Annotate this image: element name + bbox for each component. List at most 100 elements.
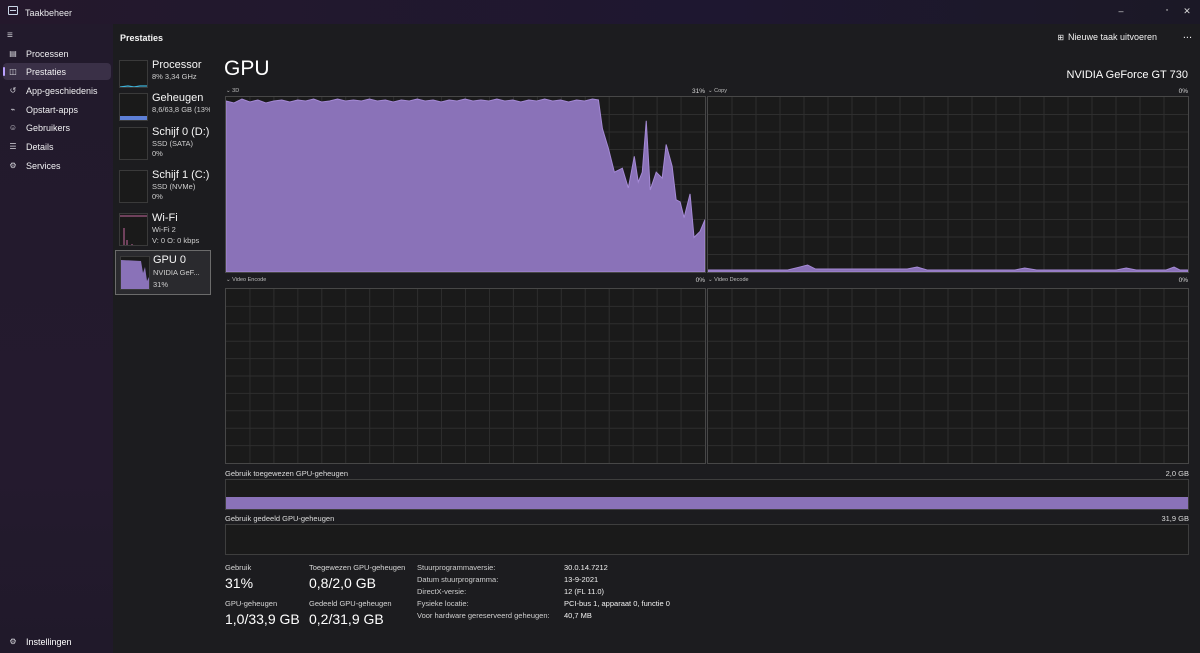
sidebar-item-details[interactable]: ☰ Details (3, 138, 111, 155)
device-name: GPU 0 (153, 254, 187, 266)
services-icon: ⚙ (9, 161, 17, 170)
sidebar-item-label: Details (26, 141, 54, 152)
close-button[interactable]: ✕ (1183, 6, 1191, 16)
memory-fill (120, 116, 147, 120)
processor-thumbnail (119, 60, 148, 88)
graph-video-decode (707, 288, 1189, 464)
engine-pct-video-decode: 0% (1178, 277, 1188, 284)
device-detail: NVIDIA GeF... (153, 268, 200, 277)
processes-icon: ▤ (9, 49, 17, 58)
assigned-memory-value: 0,8/2,0 GB (309, 575, 376, 591)
disk1-thumbnail (119, 170, 148, 203)
gpu-thumbnail (120, 256, 150, 290)
sidebar-item-processen[interactable]: ▤ Processen (3, 45, 111, 62)
engine-label-3d: ⌄ 3D (226, 88, 240, 94)
sidebar-item-label: Gebruikers (26, 122, 71, 133)
more-options-button[interactable]: ... (1182, 29, 1192, 41)
device-name: Geheugen (152, 92, 204, 104)
device-gpu-0[interactable]: GPU 0 NVIDIA GeF... 31% (115, 250, 211, 295)
shared-gpu-memory-label: Gedeeld GPU-geheugen (309, 599, 392, 608)
new-task-icon: ⊞ (1057, 32, 1064, 42)
sidebar-item-services[interactable]: ⚙ Services (3, 157, 111, 174)
device-detail: SSD (SATA) (152, 139, 193, 148)
wifi-sparkline (120, 215, 147, 245)
engine-label-video-decode: ⌄ Video Decode (708, 277, 749, 283)
info-value-driver-version: 30.0.14.7212 (564, 563, 608, 572)
device-detail-2: V: 0 O: 0 kbps (152, 236, 200, 245)
info-key-driver-version: Stuurprogrammaversie: (417, 563, 496, 572)
processor-sparkline (120, 85, 147, 87)
sidebar-item-label: Instellingen (26, 636, 72, 647)
info-key-physical-location: Fysieke locatie: (417, 599, 469, 608)
device-detail: 8,6/63,8 GB (13%) (152, 105, 210, 114)
device-detail-2: 31% (153, 280, 169, 289)
memory-thumbnail (119, 93, 148, 121)
sidebar-item-gebruikers[interactable]: ☺ Gebruikers (3, 119, 111, 136)
gear-icon: ⚙ (9, 637, 17, 646)
info-value-physical-location: PCI-bus 1, apparaat 0, functie 0 (564, 599, 670, 608)
device-schijf-0[interactable]: Schijf 0 (D:) SSD (SATA) 0% (115, 123, 211, 168)
new-task-label: Nieuwe taak uitvoeren (1067, 32, 1157, 42)
dedicated-memory-max: 2,0 GB (1165, 469, 1189, 478)
dedicated-memory-fill (226, 497, 1188, 509)
assigned-memory-label: Toegewezen GPU-geheugen (309, 563, 406, 572)
engine-pct-copy: 0% (1178, 88, 1188, 95)
minimize-button[interactable]: – (1118, 6, 1124, 16)
shared-memory-label: Gebruik gedeeld GPU-geheugen (225, 514, 335, 523)
new-task-button[interactable]: ⊞ Nieuwe taak uitvoeren (1057, 32, 1157, 42)
device-geheugen[interactable]: Geheugen 8,6/63,8 GB (13%) (115, 89, 211, 134)
info-value-reserved-memory: 40,7 MB (564, 611, 592, 620)
info-value-directx: 12 (FL 11.0) (564, 587, 605, 596)
device-wifi[interactable]: Wi-Fi Wi-Fi 2 V: 0 O: 0 kbps (115, 209, 211, 254)
sidebar-item-label: Processen (26, 48, 69, 59)
info-key-directx: DirectX-versie: (417, 587, 467, 596)
task-manager-icon (8, 6, 18, 15)
device-name: Processor (152, 59, 202, 71)
device-detail-2: 0% (152, 149, 163, 158)
usage-label: Gebruik (225, 563, 252, 572)
dedicated-memory-graph (225, 479, 1189, 510)
info-value-driver-date: 13-9-2021 (564, 575, 599, 584)
gpu-title: GPU (224, 57, 270, 80)
startup-icon: ⌁ (10, 105, 16, 114)
device-schijf-1[interactable]: Schijf 1 (C:) SSD (NVMe) 0% (115, 166, 211, 211)
hamburger-icon[interactable]: ≡ (7, 30, 13, 41)
device-detail: 8% 3,34 GHz (152, 72, 197, 81)
device-name: Wi-Fi (152, 212, 178, 224)
info-key-driver-date: Datum stuurprogramma: (417, 575, 499, 584)
graph-copy-svg (708, 97, 1188, 272)
gpu-sparkline (121, 260, 149, 289)
shared-memory-max: 31,9 GB (1161, 514, 1189, 523)
wifi-thumbnail (119, 213, 148, 246)
device-processor[interactable]: Processor 8% 3,34 GHz (115, 56, 211, 101)
engine-pct-video-encode: 0% (695, 277, 705, 284)
sidebar-item-instellingen[interactable]: ⚙ Instellingen (3, 633, 111, 650)
device-detail: SSD (NVMe) (152, 182, 196, 191)
title-bar: Taakbeheer – ▫ ✕ (0, 0, 1200, 24)
performance-icon: ◫ (9, 67, 17, 76)
disk0-thumbnail (119, 127, 148, 160)
users-icon: ☺ (8, 123, 18, 132)
graph-video-encode (225, 288, 706, 464)
usage-value: 31% (225, 575, 254, 591)
graph-video-encode-svg (226, 289, 705, 463)
device-name: Schijf 1 (C:) (152, 169, 210, 181)
shared-gpu-memory-value: 0,2/31,9 GB (309, 611, 384, 627)
engine-pct-3d: 31% (691, 88, 705, 95)
sidebar-item-opstart-apps[interactable]: ⌁ Opstart-apps (3, 101, 111, 118)
graph-3d-svg (226, 97, 705, 272)
details-icon: ☰ (9, 142, 17, 151)
sidebar-item-label: Opstart-apps (26, 104, 79, 115)
sidebar: ≡ ▤ Processen ◫ Prestaties ↺ App-geschie… (0, 24, 113, 653)
history-icon: ↺ (9, 86, 17, 95)
sidebar-item-app-geschiedenis[interactable]: ↺ App-geschiedenis (3, 82, 111, 99)
sidebar-item-label: Prestaties (26, 66, 67, 77)
window-title: Taakbeheer (25, 8, 73, 18)
device-detail: Wi-Fi 2 (152, 225, 176, 234)
maximize-button[interactable]: ▫ (1165, 7, 1169, 14)
sidebar-item-prestaties[interactable]: ◫ Prestaties (3, 63, 111, 80)
graph-video-decode-svg (708, 289, 1188, 463)
page-title: Prestaties (120, 33, 164, 43)
main-area: Prestaties ⊞ Nieuwe taak uitvoeren ... P… (113, 24, 1200, 653)
shared-memory-graph (225, 524, 1189, 555)
